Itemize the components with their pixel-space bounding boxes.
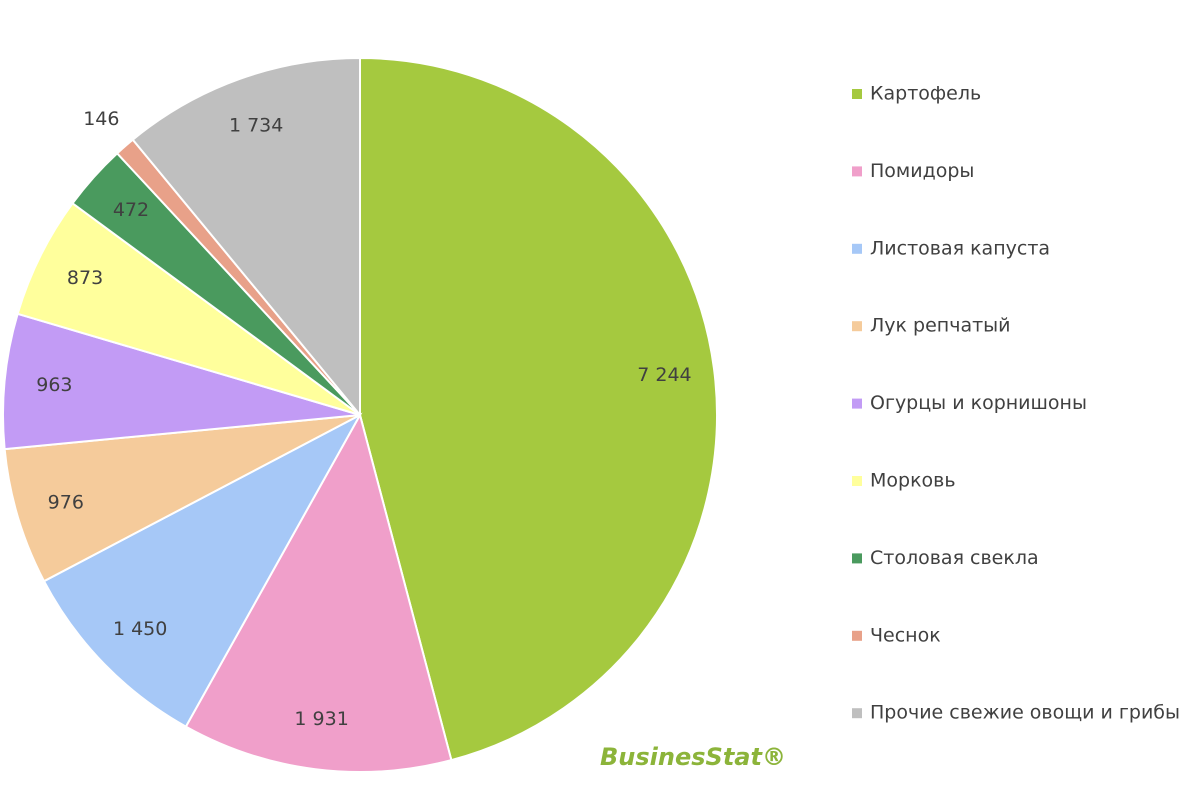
legend-marker (852, 630, 862, 641)
legend-label: Огурцы и корнишоны (870, 392, 1087, 414)
legend-label: Помидоры (870, 160, 974, 182)
legend-marker (852, 553, 862, 564)
data-label: 1 450 (113, 618, 167, 640)
legend-marker (852, 708, 862, 719)
pie-slice (42, 412, 363, 729)
legend-marker (852, 321, 862, 332)
legend-label: Картофель (870, 83, 981, 105)
data-label: 146 (83, 108, 119, 130)
pie-slice (359, 56, 718, 762)
legend-marker (852, 166, 862, 177)
legend-marker (852, 476, 862, 486)
data-label: 472 (113, 199, 149, 221)
legend-label: Прочие свежие овощи и грибы (870, 702, 1180, 724)
legend-marker (852, 243, 862, 254)
legend-label: Лук репчатый (870, 315, 1011, 337)
data-label: 1 931 (294, 708, 348, 730)
pie-slice (3, 414, 361, 583)
pie-slice (184, 412, 453, 773)
pie-slice (131, 56, 361, 418)
pie-slice (2, 312, 361, 451)
data-label: 1 734 (229, 115, 283, 137)
legend-label: Чеснок (870, 624, 941, 646)
data-label: 963 (36, 374, 72, 396)
legend-marker (852, 398, 862, 409)
data-label: 873 (67, 267, 103, 289)
data-label: 7 244 (637, 364, 691, 386)
legend-label: Морковь (870, 470, 956, 492)
legend-marker (852, 89, 862, 99)
data-label: 976 (48, 491, 84, 513)
watermark: BusinesStat® (600, 743, 786, 771)
legend-label: Столовая свекла (870, 547, 1039, 569)
legend-label: Листовая капуста (870, 237, 1050, 259)
